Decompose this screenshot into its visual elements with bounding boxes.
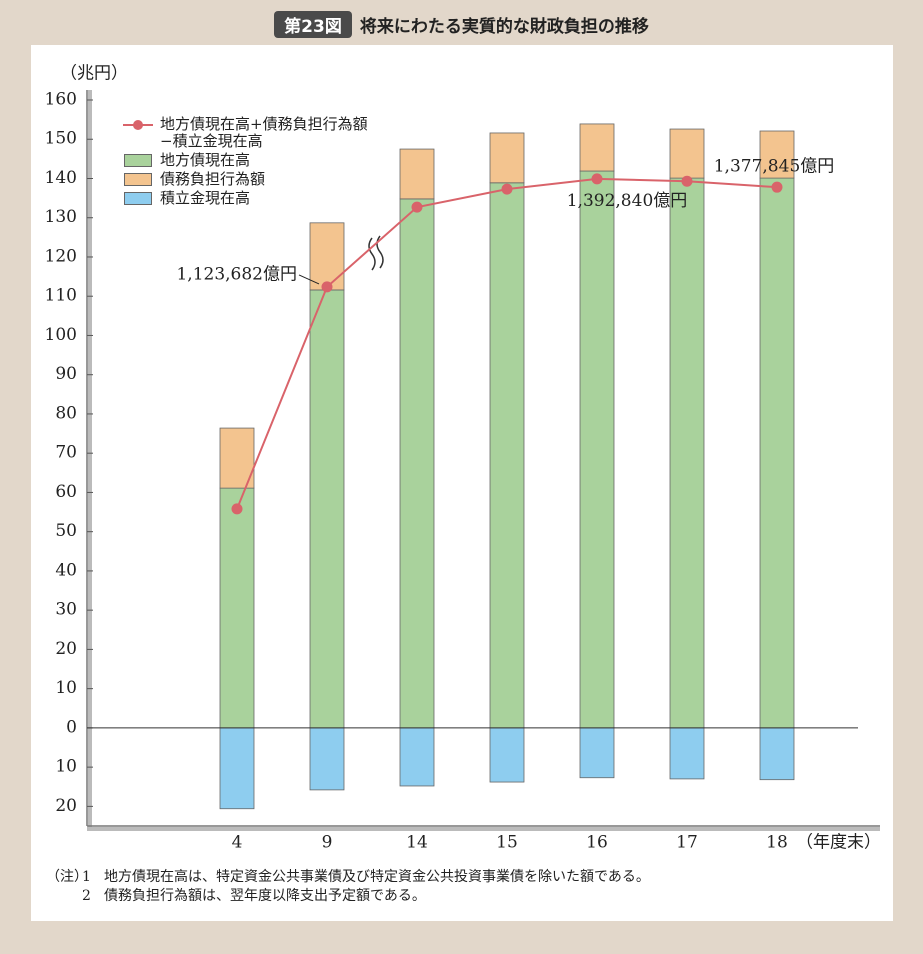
point <box>411 201 423 213</box>
y-tick-label: 110 <box>45 286 77 306</box>
legend-swatch <box>124 154 152 167</box>
point <box>321 281 333 293</box>
title-bar: 第23図 将来にわたる実質的な財政負担の推移 <box>0 11 923 38</box>
bar-segment <box>579 123 615 172</box>
figure-label: 第23図 <box>274 11 352 38</box>
legend-item: 債務負担行為額 <box>122 171 368 188</box>
y-tick-label: 40 <box>55 560 77 580</box>
legend-swatch <box>123 120 153 130</box>
point <box>231 503 243 515</box>
y-tick-label: 10 <box>55 678 77 698</box>
y-tick-label: 90 <box>55 364 77 384</box>
bar-segment <box>399 198 435 729</box>
bar-segment <box>309 727 345 791</box>
x-axis-label: （年度末） <box>796 833 881 853</box>
y-tick-label: 70 <box>55 443 77 463</box>
bar-segment <box>219 487 255 729</box>
value-label: 1,377,845億円 <box>714 157 835 177</box>
x-tick-label: 18 <box>766 833 788 853</box>
panel <box>31 45 893 921</box>
legend-label: 地方債現在高 <box>160 151 251 169</box>
note-prefix: （注） <box>46 869 88 885</box>
bar-segment <box>399 727 435 787</box>
value-label: 1,392,840億円 <box>567 191 688 211</box>
chart-title: 将来にわたる実質的な財政負担の推移 <box>359 17 649 37</box>
y-tick-label: 50 <box>55 521 77 541</box>
axis-break <box>368 235 384 271</box>
note-number: 2 <box>82 888 91 904</box>
y-tick-label: 130 <box>45 207 77 227</box>
legend-swatch <box>124 192 152 205</box>
x-tick-label: 15 <box>496 833 518 853</box>
x-tick-label: 16 <box>586 833 608 853</box>
note: 2 債務負担行為額は、翌年度以降支出予定額である。 <box>46 887 650 906</box>
value-label: 1,123,682億円 <box>176 264 297 284</box>
note-text: 地方債現在高は、特定資金公共事業債及び特定資金公共投資事業債を除いた額である。 <box>104 869 650 885</box>
y-tick-label: 20 <box>55 796 77 816</box>
x-tick-label: 9 <box>322 833 333 853</box>
x-tick-label: 14 <box>406 833 428 853</box>
bar-segment <box>489 132 525 184</box>
point <box>591 173 603 185</box>
x-tick-label: 4 <box>232 833 243 853</box>
y-tick-label: 100 <box>45 325 77 345</box>
y-tick-label: 30 <box>55 600 77 620</box>
note-prefix <box>46 887 82 906</box>
bar-segment <box>579 170 615 729</box>
legend-item: 積立金現在高 <box>122 190 368 207</box>
legend-item: 地方債現在高+債務負担行為額 −積立金現在高 <box>122 116 368 150</box>
label-arrow <box>298 274 320 285</box>
legend-label: 債務負担行為額 <box>160 170 266 188</box>
point <box>771 181 783 193</box>
y-axis-label: （兆円） <box>60 64 128 84</box>
bar-segment <box>759 177 795 729</box>
legend-key <box>122 190 154 207</box>
legend-swatch <box>124 173 152 186</box>
bar-segment <box>579 727 615 779</box>
legend-item: 地方債現在高 <box>122 152 368 169</box>
legend-label: 地方債現在高+債務負担行為額 −積立金現在高 <box>160 115 368 150</box>
y-tick-label: 10 <box>55 757 77 777</box>
bar-segment <box>669 128 705 179</box>
notes: （注） 1 地方債現在高は、特定資金公共事業債及び特定資金公共投資事業債を除いた額で… <box>46 868 650 906</box>
legend: 地方債現在高+債務負担行為額 −積立金現在高 地方債現在高 債務負担行為額 積立金現在… <box>122 116 368 209</box>
bar-segment <box>669 177 705 729</box>
bar-segment <box>759 727 795 781</box>
legend-marker <box>133 120 143 130</box>
legend-key <box>122 152 154 169</box>
bar-segment <box>759 130 795 179</box>
bar-segment <box>309 289 345 729</box>
bar-segment <box>399 148 435 200</box>
y-tick-label: 0 <box>66 717 77 737</box>
bar-segment <box>309 222 345 291</box>
legend-key <box>122 116 154 133</box>
y-tick-label: 80 <box>55 403 77 423</box>
y-tick-label: 140 <box>45 168 77 188</box>
point <box>501 183 513 195</box>
y-tick-label: 20 <box>55 639 77 659</box>
bar-segment <box>219 727 255 810</box>
note-number: 1 <box>82 869 91 885</box>
bar-segment <box>489 727 525 783</box>
y-tick-label: 120 <box>45 246 77 266</box>
point <box>681 175 693 187</box>
note-text: 債務負担行為額は、翌年度以降支出予定額である。 <box>104 888 426 904</box>
legend-label: 積立金現在高 <box>160 189 251 207</box>
y-tick-label: 150 <box>45 129 77 149</box>
note: （注） 1 地方債現在高は、特定資金公共事業債及び特定資金公共投資事業債を除いた額で… <box>46 868 650 887</box>
bar-segment <box>219 427 255 489</box>
bar-segment <box>489 182 525 729</box>
y-tick-label: 160 <box>45 90 77 110</box>
legend-key <box>122 171 154 188</box>
bar-segment <box>669 727 705 780</box>
y-tick-label: 60 <box>55 482 77 502</box>
x-tick-label: 17 <box>676 833 698 853</box>
